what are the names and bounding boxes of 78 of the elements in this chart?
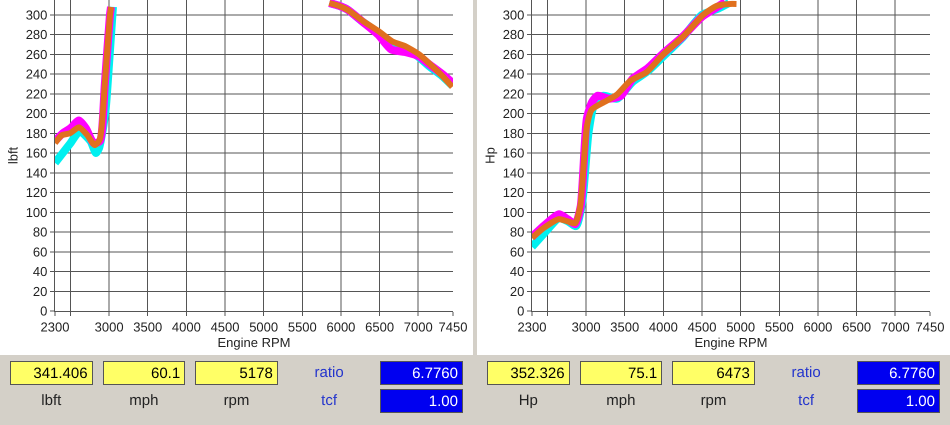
y-tick-label: 40 bbox=[510, 264, 524, 280]
x-tick-label: 6000 bbox=[803, 320, 832, 335]
y-tick-label: 280 bbox=[26, 27, 48, 42]
y-tick-label: 220 bbox=[502, 86, 524, 102]
x-tick-label: 4000 bbox=[648, 320, 678, 335]
x-tick-label: 7450 bbox=[438, 320, 468, 335]
y-tick-label: 80 bbox=[510, 224, 524, 240]
y-tick-label: 160 bbox=[502, 146, 524, 161]
text: rpm bbox=[700, 390, 728, 410]
y-tick-label: 140 bbox=[502, 165, 524, 180]
text: tcf bbox=[320, 390, 338, 410]
y-tick-label: 240 bbox=[26, 66, 48, 82]
y-tick-label: 60 bbox=[32, 244, 48, 260]
x-tick-label: 6500 bbox=[365, 320, 394, 335]
text: 6473 bbox=[672, 361, 755, 385]
x-tick-label: 4000 bbox=[172, 320, 201, 335]
x-tick-label: 7000 bbox=[880, 320, 910, 335]
y-tick-label: 20 bbox=[510, 284, 524, 299]
text: 6.7760 bbox=[380, 361, 463, 385]
x-tick-label: 4500 bbox=[210, 320, 240, 335]
y-tick-label: 300 bbox=[26, 7, 48, 22]
text: rpm bbox=[222, 390, 250, 410]
text: lbft bbox=[40, 390, 62, 410]
y-axis-title: Hp bbox=[482, 147, 498, 164]
x-tick-label: 6500 bbox=[842, 320, 872, 335]
y-tick-label: 20 bbox=[32, 284, 48, 299]
text: 341.406 bbox=[10, 361, 93, 385]
text: mph bbox=[605, 390, 636, 410]
text: mph bbox=[128, 390, 160, 410]
y-tick-label: 200 bbox=[26, 106, 48, 122]
y-tick-label: 260 bbox=[26, 46, 48, 62]
x-tick-label: 2300 bbox=[40, 320, 70, 335]
x-tick-label: 3000 bbox=[94, 320, 124, 335]
text: 5178 bbox=[195, 361, 278, 385]
y-axis-title: lbft bbox=[6, 146, 21, 164]
text: 75.1 bbox=[580, 361, 662, 385]
x-tick-label: 3000 bbox=[572, 320, 601, 335]
x-tick-label: 3500 bbox=[610, 320, 640, 335]
y-tick-label: 280 bbox=[502, 27, 524, 42]
y-tick-label: 300 bbox=[502, 7, 524, 22]
y-tick-label: 160 bbox=[26, 146, 48, 161]
y-tick-label: 180 bbox=[502, 126, 524, 141]
text: 60.1 bbox=[102, 361, 186, 385]
y-tick-label: 140 bbox=[26, 165, 48, 180]
y-tick-label: 0 bbox=[40, 304, 48, 319]
x-axis-title: Engine RPM bbox=[218, 335, 290, 350]
y-tick-label: 200 bbox=[502, 106, 524, 122]
y-tick-label: 180 bbox=[26, 126, 48, 141]
x-tick-label: 5000 bbox=[249, 320, 278, 335]
y-tick-label: 60 bbox=[510, 244, 524, 260]
text: 352.326 bbox=[487, 361, 570, 385]
y-tick-label: 80 bbox=[32, 224, 48, 240]
y-tick-label: 40 bbox=[32, 264, 48, 280]
x-tick-label: 6000 bbox=[326, 320, 356, 335]
text: ratio bbox=[790, 362, 822, 382]
y-tick-label: 100 bbox=[502, 204, 524, 220]
x-tick-label: 5500 bbox=[288, 320, 317, 335]
y-tick-label: 120 bbox=[26, 185, 48, 200]
y-tick-label: 120 bbox=[502, 185, 524, 200]
x-tick-label: 5500 bbox=[764, 320, 794, 335]
x-tick-label: 7450 bbox=[916, 320, 944, 335]
y-tick-label: 0 bbox=[517, 304, 524, 319]
x-axis-title: Engine RPM bbox=[694, 335, 768, 350]
text: 1.00 bbox=[857, 389, 940, 413]
text: ratio bbox=[314, 362, 345, 382]
x-tick-label: 4500 bbox=[688, 320, 716, 335]
x-tick-label: 5000 bbox=[726, 320, 756, 335]
y-tick-label: 220 bbox=[26, 86, 48, 102]
x-tick-label: 7000 bbox=[404, 320, 433, 335]
y-tick-label: 260 bbox=[502, 46, 524, 62]
x-tick-label: 3500 bbox=[133, 320, 162, 335]
y-tick-label: 100 bbox=[26, 204, 48, 220]
text: 1.00 bbox=[380, 389, 463, 413]
text: tcf bbox=[797, 390, 816, 410]
text: 6.7760 bbox=[857, 361, 940, 385]
x-tick-label: 2300 bbox=[518, 320, 546, 335]
text: Hp bbox=[518, 390, 539, 410]
y-tick-label: 240 bbox=[502, 66, 524, 82]
